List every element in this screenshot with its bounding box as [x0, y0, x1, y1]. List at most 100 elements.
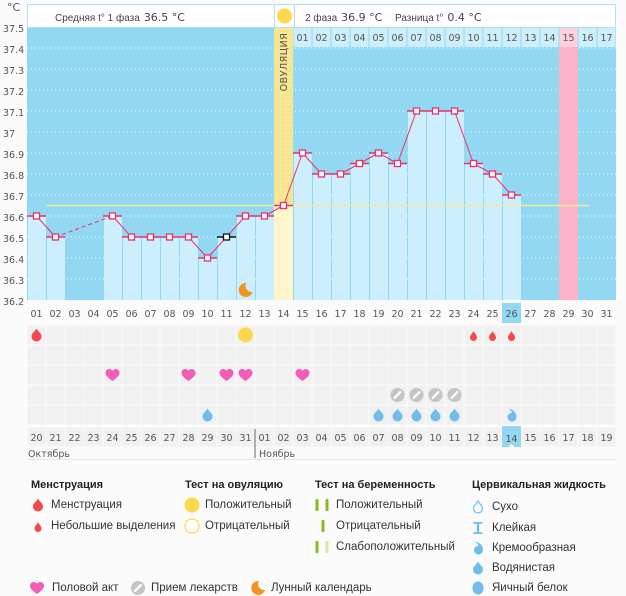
cycle-day-label[interactable]: 17	[334, 309, 346, 320]
day-cell[interactable]	[84, 385, 103, 405]
day-cell[interactable]	[483, 345, 502, 365]
phase2-day-label[interactable]: 10	[467, 33, 479, 44]
day-cell[interactable]	[464, 345, 483, 365]
temperature-point[interactable]	[127, 233, 136, 241]
day-cell[interactable]	[255, 365, 274, 385]
day-cell[interactable]	[597, 385, 616, 405]
phase2-day-label[interactable]: 01	[296, 33, 308, 44]
day-cell[interactable]	[122, 325, 141, 345]
cycle-day-label[interactable]: 03	[68, 309, 80, 320]
day-cell[interactable]	[312, 325, 331, 345]
calendar-cell[interactable]	[198, 427, 217, 447]
day-cell[interactable]	[217, 345, 236, 365]
day-cell[interactable]	[445, 325, 464, 345]
calendar-date[interactable]: 29	[201, 433, 213, 444]
day-cell[interactable]	[236, 345, 255, 365]
day-cell[interactable]	[255, 385, 274, 405]
day-cell[interactable]	[540, 345, 559, 365]
calendar-date[interactable]: 21	[49, 433, 61, 444]
day-cell[interactable]	[521, 385, 540, 405]
day-cell[interactable]	[559, 365, 578, 385]
temperature-point[interactable]	[507, 191, 516, 199]
calendar-cell[interactable]	[65, 427, 84, 447]
day-cell[interactable]	[578, 405, 597, 425]
temperature-point[interactable]	[165, 233, 174, 241]
cycle-day-label[interactable]: 16	[315, 309, 327, 320]
phase2-day-label[interactable]: 11	[486, 33, 498, 44]
day-cell[interactable]	[331, 345, 350, 365]
temperature-point[interactable]	[488, 170, 497, 178]
day-cell[interactable]	[331, 405, 350, 425]
phase2-day-cell[interactable]	[426, 27, 445, 47]
calendar-date[interactable]: 28	[182, 433, 194, 444]
calendar-date[interactable]: 04	[315, 433, 327, 444]
day-cell[interactable]	[84, 345, 103, 365]
temperature-point[interactable]	[469, 159, 478, 168]
phase2-day-cell[interactable]	[559, 27, 578, 47]
day-cell[interactable]	[141, 325, 160, 345]
day-cell[interactable]	[559, 405, 578, 425]
day-cell[interactable]	[597, 405, 616, 425]
day-cell[interactable]	[27, 405, 46, 425]
day-cell[interactable]	[141, 345, 160, 365]
cycle-day-label[interactable]: 05	[106, 309, 118, 320]
cycle-day-label[interactable]: 19	[372, 309, 384, 320]
day-cell[interactable]	[236, 385, 255, 405]
day-cell[interactable]	[217, 385, 236, 405]
day-cell[interactable]	[179, 405, 198, 425]
phase2-day-label[interactable]: 17	[600, 33, 612, 44]
cycle-day-label[interactable]: 21	[410, 309, 422, 320]
day-cell[interactable]	[141, 405, 160, 425]
day-cell[interactable]	[502, 365, 521, 385]
temperature-point[interactable]	[298, 149, 307, 157]
calendar-cell[interactable]	[597, 427, 616, 447]
calendar-date[interactable]: 18	[581, 433, 593, 444]
calendar-date[interactable]: 12	[467, 433, 479, 444]
day-cell[interactable]	[103, 345, 122, 365]
day-cell[interactable]	[217, 325, 236, 345]
day-cell[interactable]	[540, 325, 559, 345]
day-cell[interactable]	[179, 385, 198, 405]
day-cell[interactable]	[369, 345, 388, 365]
day-cell[interactable]	[521, 325, 540, 345]
calendar-cell[interactable]	[407, 427, 426, 447]
day-cell[interactable]	[350, 385, 369, 405]
day-cell[interactable]	[350, 365, 369, 385]
phase2-day-label[interactable]: 16	[581, 33, 593, 44]
temperature-point[interactable]	[32, 212, 41, 220]
day-cell[interactable]	[502, 385, 521, 405]
day-cell[interactable]	[331, 385, 350, 405]
day-cell[interactable]	[103, 405, 122, 425]
cycle-day-label[interactable]: 24	[467, 309, 479, 320]
phase2-day-cell[interactable]	[293, 27, 312, 47]
cycle-day-label[interactable]: 11	[220, 309, 232, 320]
cycle-day-label[interactable]: 31	[600, 309, 612, 320]
phase2-day-label[interactable]: 08	[429, 33, 441, 44]
temperature-point[interactable]	[412, 107, 421, 115]
calendar-date[interactable]: 27	[163, 433, 175, 444]
day-cell[interactable]	[122, 405, 141, 425]
day-cell[interactable]	[350, 325, 369, 345]
day-cell[interactable]	[312, 365, 331, 385]
calendar-date[interactable]: 26	[144, 433, 156, 444]
temperature-point[interactable]	[431, 107, 440, 115]
cycle-day-label[interactable]: 01	[30, 309, 42, 320]
phase2-day-cell[interactable]	[331, 27, 350, 47]
cycle-day-label[interactable]: 12	[239, 309, 251, 320]
phase2-day-cell[interactable]	[521, 27, 540, 47]
calendar-cell[interactable]	[84, 427, 103, 447]
day-cell[interactable]	[559, 325, 578, 345]
day-cell[interactable]	[331, 365, 350, 385]
day-cell[interactable]	[312, 405, 331, 425]
phase2-day-label[interactable]: 14	[543, 33, 555, 44]
calendar-date[interactable]: 03	[296, 433, 308, 444]
day-cell[interactable]	[198, 325, 217, 345]
day-cell[interactable]	[141, 385, 160, 405]
temperature-point[interactable]	[450, 107, 459, 115]
day-cell[interactable]	[540, 405, 559, 425]
calendar-cell[interactable]	[179, 427, 198, 447]
day-cell[interactable]	[46, 345, 65, 365]
day-cell[interactable]	[331, 325, 350, 345]
calendar-date[interactable]: 19	[600, 433, 612, 444]
calendar-cell[interactable]	[426, 427, 445, 447]
